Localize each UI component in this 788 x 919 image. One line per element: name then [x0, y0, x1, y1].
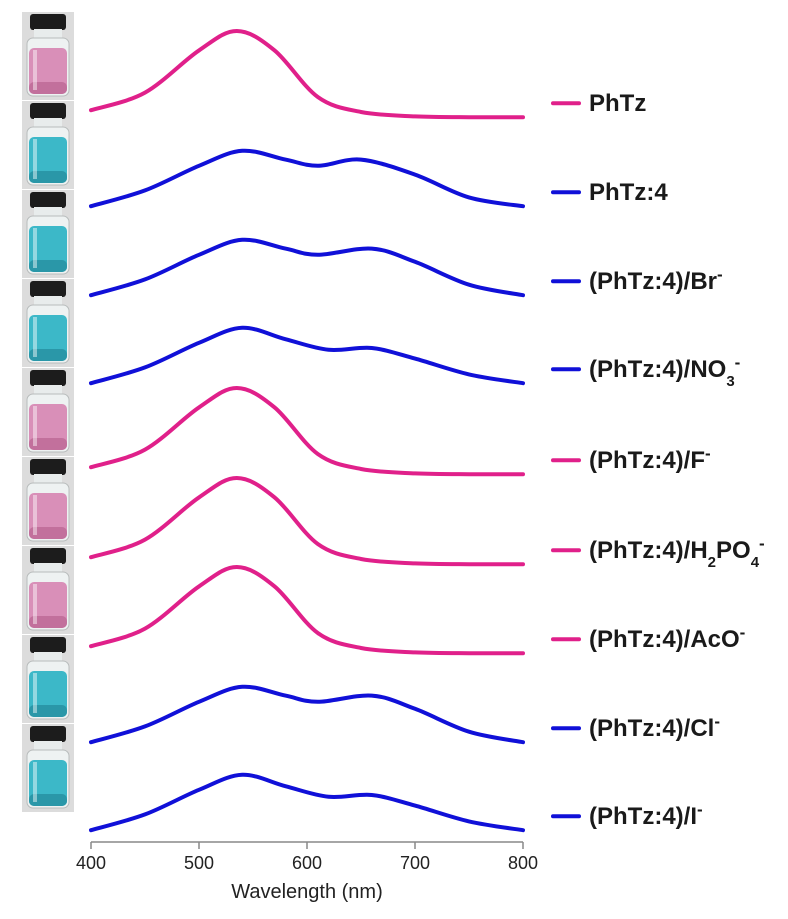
x-tick-label: 700: [400, 853, 430, 873]
trace-label: (PhTz:4)/Br-: [551, 265, 723, 296]
vial-cap: [30, 281, 66, 297]
vial-neck: [34, 741, 62, 751]
vial-neck: [34, 652, 62, 662]
x-axis: 400 500 600 700 800 Wavelength (nm): [76, 841, 538, 903]
vial-glare: [33, 584, 37, 624]
vial-photos: [22, 12, 74, 812]
vial-photo: [22, 279, 74, 367]
vial-glare: [33, 317, 37, 357]
vial-glare: [33, 762, 37, 802]
vial-photo: [22, 12, 74, 100]
vial-glare: [33, 406, 37, 446]
trace-line: [89, 684, 525, 745]
vial-glare: [33, 495, 37, 535]
trace-label: PhTz: [551, 90, 646, 117]
spectra-traces: [89, 29, 525, 833]
vial-neck: [34, 474, 62, 484]
trace-line: [89, 386, 525, 477]
x-tick-label: 500: [184, 853, 214, 873]
vial-glare: [33, 228, 37, 268]
vial-neck: [34, 296, 62, 306]
vial-photo: [22, 635, 74, 723]
vial-neck: [34, 385, 62, 395]
trace-line: [89, 29, 525, 120]
trace-line: [89, 772, 525, 833]
vial-photo: [22, 101, 74, 189]
trace-line: [89, 325, 525, 386]
trace-line: [89, 476, 525, 567]
vial-glare: [33, 50, 37, 90]
trace-label: (PhTz:4)/Cl-: [551, 712, 720, 743]
x-tick-label: 800: [508, 853, 538, 873]
vial-photo: [22, 457, 74, 545]
legend-label: (PhTz:4)/Cl-: [589, 712, 720, 743]
legend-label: (PhTz:4)/NO3-: [589, 353, 740, 390]
vial-neck: [34, 118, 62, 128]
trace-line: [89, 148, 525, 209]
vial-glare: [33, 139, 37, 179]
vial-photo: [22, 724, 74, 812]
vial-liquid-shade: [29, 616, 67, 628]
vial-cap: [30, 370, 66, 386]
vial-liquid-shade: [29, 527, 67, 539]
trace-label: (PhTz:4)/H2PO4-: [551, 534, 765, 571]
vial-liquid-shade: [29, 705, 67, 717]
vial-neck: [34, 207, 62, 217]
legend-label: (PhTz:4)/AcO-: [589, 623, 745, 654]
x-tick-label: 600: [292, 853, 322, 873]
trace-line: [89, 237, 525, 298]
vial-cap: [30, 459, 66, 475]
legend-label: (PhTz:4)/I-: [589, 800, 703, 831]
x-axis-ticks: 400 500 600 700 800: [76, 842, 538, 873]
trace-label: (PhTz:4)/NO3-: [551, 353, 740, 390]
vial-liquid-shade: [29, 438, 67, 450]
vial-liquid-shade: [29, 349, 67, 361]
legend-label: PhTz:4: [589, 179, 668, 206]
trace-label: (PhTz:4)/I-: [551, 800, 703, 831]
trace-line: [89, 565, 525, 656]
vial-liquid-shade: [29, 171, 67, 183]
vial-neck: [34, 29, 62, 39]
x-tick-label: 400: [76, 853, 106, 873]
trace-labels: PhTz PhTz:4 (PhTz:4)/Br- (PhTz:4)/NO3- (PhTz…: [551, 90, 765, 831]
vial-cap: [30, 726, 66, 742]
vial-photo: [22, 368, 74, 456]
x-axis-title: Wavelength (nm): [231, 881, 383, 903]
vial-cap: [30, 103, 66, 119]
vial-liquid-shade: [29, 260, 67, 272]
vial-photo: [22, 546, 74, 634]
vial-cap: [30, 637, 66, 653]
trace-label: (PhTz:4)/F-: [551, 444, 711, 475]
vial-liquid-shade: [29, 82, 67, 94]
legend-label: (PhTz:4)/H2PO4-: [589, 534, 765, 571]
legend-label: (PhTz:4)/F-: [589, 444, 711, 475]
legend-label: PhTz: [589, 90, 646, 117]
vial-cap: [30, 14, 66, 30]
vial-cap: [30, 548, 66, 564]
vial-photo: [22, 190, 74, 278]
vial-cap: [30, 192, 66, 208]
trace-label: (PhTz:4)/AcO-: [551, 623, 745, 654]
vial-liquid-shade: [29, 794, 67, 806]
vial-neck: [34, 563, 62, 573]
trace-label: PhTz:4: [551, 179, 668, 206]
vial-glare: [33, 673, 37, 713]
legend-label: (PhTz:4)/Br-: [589, 265, 723, 296]
